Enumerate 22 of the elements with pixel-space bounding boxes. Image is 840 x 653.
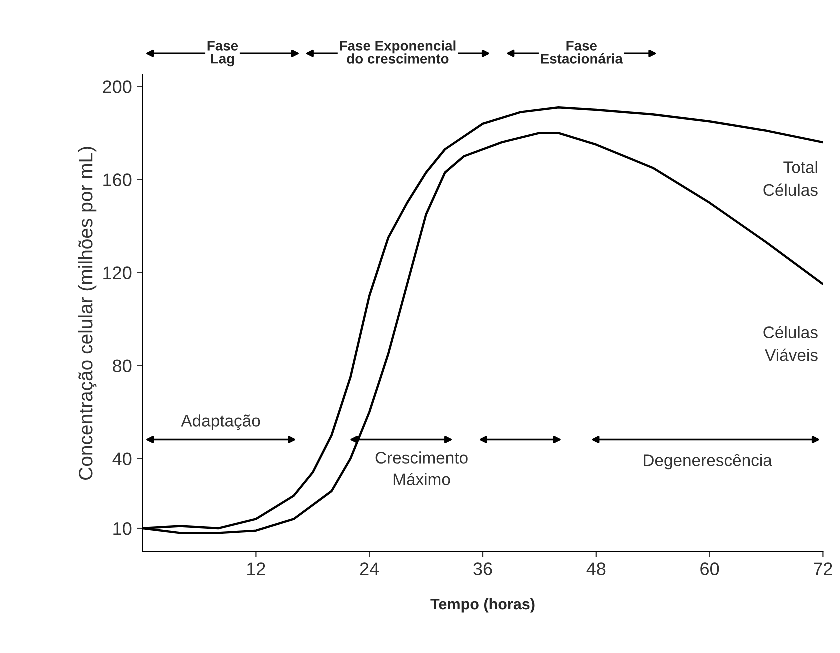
x-axis-title: Tempo (horas) <box>430 598 535 613</box>
y-tick-label: 80 <box>113 360 132 372</box>
annotation: Degenerescência <box>644 454 772 470</box>
x-tick-label: 36 <box>474 562 492 576</box>
annotation: Adaptação <box>181 414 260 430</box>
y-tick-label: 10 <box>114 522 132 536</box>
y-axis-title: Concentração celular (milhões por mL) <box>78 147 97 480</box>
y-tick-label: 200 <box>103 80 132 94</box>
x-tick-label: 24 <box>360 562 380 576</box>
annotation: Crescimento Máximo <box>376 452 468 486</box>
series-label: Total Células <box>764 161 818 196</box>
y-tick-label: 40 <box>112 452 132 466</box>
y-tick-label: 120 <box>104 266 132 280</box>
text: Fase Lag <box>208 41 238 67</box>
text: Fase Estacionária <box>541 41 624 64</box>
x-tick-label: 48 <box>586 562 606 576</box>
y-tick-label: 160 <box>104 174 132 186</box>
x-tick-label: 12 <box>248 562 266 576</box>
x-tick-label: 60 <box>700 562 720 576</box>
text: Fase Exponencial do crescimento <box>340 40 456 64</box>
text: Células Viáveis <box>764 326 818 362</box>
x-tick-label: 72 <box>814 562 832 576</box>
